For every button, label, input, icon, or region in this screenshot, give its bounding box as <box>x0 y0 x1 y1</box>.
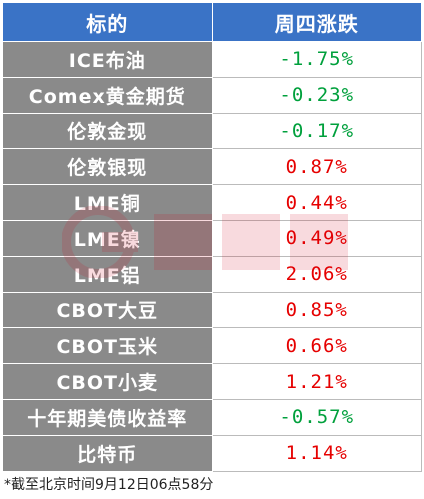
table-row: LME铜 0.44% <box>2 184 422 221</box>
instrument-name: LME铜 <box>2 184 213 221</box>
instrument-name: 伦敦金现 <box>2 112 213 150</box>
change-value: 1.21% <box>211 363 422 400</box>
change-value: -0.57% <box>211 398 422 436</box>
change-value: 0.44% <box>211 184 422 221</box>
change-value: -0.17% <box>211 112 422 150</box>
instrument-name: LME铝 <box>2 255 213 293</box>
table-row: Comex黄金期货 -0.23% <box>2 76 422 114</box>
instrument-name: ICE布油 <box>2 41 213 78</box>
header-change: 周四涨跌 <box>211 2 422 42</box>
instrument-name: 伦敦银现 <box>2 148 213 186</box>
table-row: CBOT小麦 1.21% <box>2 363 422 400</box>
change-value: -1.75% <box>211 41 422 78</box>
change-value: 1.14% <box>211 434 422 472</box>
header-name: 标的 <box>2 2 213 42</box>
table-row: ICE布油 -1.75% <box>2 41 422 78</box>
table-row: 伦敦银现 0.87% <box>2 148 422 186</box>
instrument-name: 十年期美债收益率 <box>2 398 213 436</box>
change-value: 0.66% <box>211 327 422 365</box>
instrument-name: CBOT玉米 <box>2 327 213 365</box>
change-value: 0.85% <box>211 291 422 329</box>
table-row: CBOT玉米 0.66% <box>2 327 422 365</box>
instrument-name: 比特币 <box>2 434 213 472</box>
table-row: LME铝 2.06% <box>2 255 422 293</box>
table-row: 十年期美债收益率 -0.57% <box>2 398 422 436</box>
instrument-name: Comex黄金期货 <box>2 76 213 114</box>
quotes-table: 标的 周四涨跌 ICE布油 -1.75% Comex黄金期货 -0.23% 伦敦金现 -0… <box>2 2 422 472</box>
change-value: -0.23% <box>211 76 422 114</box>
footnote: *截至北京时间9月12日06点58分 <box>4 477 214 493</box>
table-row: LME镍 0.49% <box>2 219 422 257</box>
table-row: 比特币 1.14% <box>2 434 422 472</box>
instrument-name: CBOT小麦 <box>2 363 213 400</box>
instrument-name: LME镍 <box>2 219 213 257</box>
table-row: CBOT大豆 0.85% <box>2 291 422 329</box>
table-header-row: 标的 周四涨跌 <box>2 2 422 42</box>
change-value: 0.87% <box>211 148 422 186</box>
instrument-name: CBOT大豆 <box>2 291 213 329</box>
table-row: 伦敦金现 -0.17% <box>2 112 422 150</box>
change-value: 2.06% <box>211 255 422 293</box>
change-value: 0.49% <box>211 219 422 257</box>
